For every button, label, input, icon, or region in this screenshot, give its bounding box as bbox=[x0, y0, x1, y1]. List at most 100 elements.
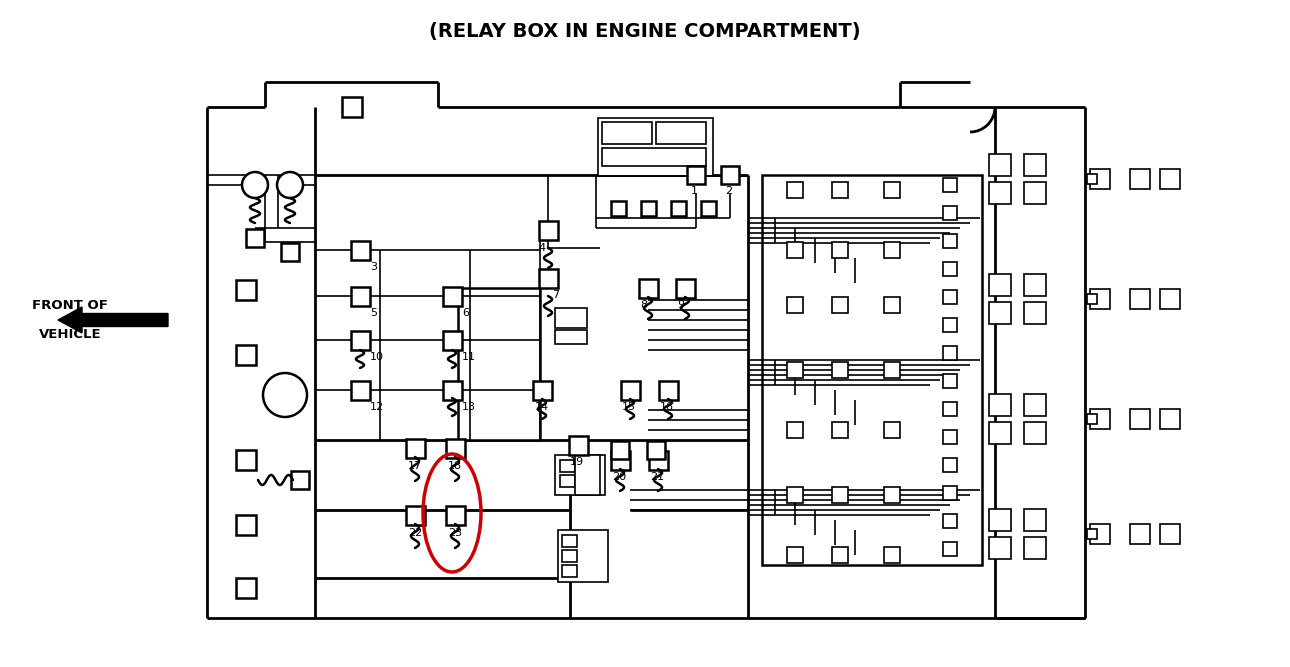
Bar bbox=[236, 280, 255, 300]
Text: 6: 6 bbox=[462, 308, 470, 318]
Bar bbox=[657, 122, 706, 144]
Bar bbox=[762, 175, 982, 565]
Bar bbox=[884, 362, 900, 378]
Bar bbox=[943, 290, 957, 304]
Bar bbox=[989, 154, 1011, 176]
Bar bbox=[658, 380, 677, 400]
Bar bbox=[533, 380, 552, 400]
Bar bbox=[575, 455, 600, 495]
Bar bbox=[559, 530, 608, 582]
Bar bbox=[787, 422, 802, 438]
Bar bbox=[1160, 169, 1180, 189]
Bar bbox=[562, 535, 577, 547]
Bar bbox=[676, 279, 694, 297]
Bar bbox=[648, 441, 666, 459]
Text: 13: 13 bbox=[462, 402, 476, 412]
Text: 17: 17 bbox=[408, 461, 422, 471]
Bar bbox=[832, 487, 848, 503]
Bar bbox=[943, 234, 957, 248]
Bar bbox=[943, 178, 957, 192]
Bar bbox=[1087, 414, 1096, 424]
Bar bbox=[943, 262, 957, 276]
Bar bbox=[943, 430, 957, 444]
Bar bbox=[351, 380, 369, 400]
Bar bbox=[943, 514, 957, 528]
Bar bbox=[1130, 169, 1149, 189]
Bar bbox=[989, 394, 1011, 416]
Bar bbox=[989, 274, 1011, 296]
Bar bbox=[721, 166, 739, 184]
Bar bbox=[787, 362, 802, 378]
Bar bbox=[943, 458, 957, 472]
Bar bbox=[832, 362, 848, 378]
Bar bbox=[442, 380, 462, 400]
Bar bbox=[1087, 294, 1096, 304]
Text: 21: 21 bbox=[650, 472, 664, 482]
Bar bbox=[538, 221, 557, 239]
Bar bbox=[787, 182, 802, 198]
Bar bbox=[1130, 409, 1149, 429]
Bar bbox=[1090, 524, 1109, 544]
Bar bbox=[555, 308, 587, 328]
Bar bbox=[342, 97, 362, 117]
Bar bbox=[832, 182, 848, 198]
Bar bbox=[236, 450, 255, 470]
Bar bbox=[943, 374, 957, 388]
Bar bbox=[1090, 169, 1109, 189]
Bar bbox=[445, 506, 464, 524]
Text: 16: 16 bbox=[660, 402, 673, 412]
Bar bbox=[943, 542, 957, 556]
Bar bbox=[1087, 529, 1096, 539]
Bar bbox=[1024, 182, 1046, 204]
Text: 19: 19 bbox=[570, 457, 584, 467]
Bar bbox=[599, 118, 713, 176]
Bar bbox=[884, 487, 900, 503]
Bar bbox=[292, 471, 310, 489]
Bar bbox=[787, 297, 802, 313]
Bar bbox=[943, 402, 957, 416]
Bar bbox=[787, 487, 802, 503]
Text: FRONT OF: FRONT OF bbox=[32, 299, 108, 312]
Bar bbox=[445, 438, 464, 458]
Bar bbox=[787, 242, 802, 258]
Text: 22: 22 bbox=[408, 528, 422, 538]
Bar bbox=[236, 578, 255, 598]
Bar bbox=[649, 450, 667, 470]
Bar bbox=[442, 287, 462, 305]
Bar bbox=[1024, 509, 1046, 531]
Bar bbox=[989, 537, 1011, 559]
Bar bbox=[700, 201, 716, 215]
Bar bbox=[884, 182, 900, 198]
Text: 5: 5 bbox=[370, 308, 377, 318]
Bar bbox=[1130, 289, 1149, 309]
Bar bbox=[562, 550, 577, 562]
Text: (RELAY BOX IN ENGINE COMPARTMENT): (RELAY BOX IN ENGINE COMPARTMENT) bbox=[430, 23, 860, 41]
Bar bbox=[1130, 524, 1149, 544]
Text: 1: 1 bbox=[691, 186, 698, 196]
Bar bbox=[884, 422, 900, 438]
Bar bbox=[1024, 302, 1046, 324]
Bar bbox=[884, 297, 900, 313]
Bar bbox=[1087, 174, 1096, 184]
Bar bbox=[1090, 409, 1109, 429]
Text: 7: 7 bbox=[552, 290, 559, 300]
Bar bbox=[562, 565, 577, 577]
Bar bbox=[610, 450, 630, 470]
Bar bbox=[1024, 537, 1046, 559]
Bar bbox=[1160, 524, 1180, 544]
Bar bbox=[602, 148, 706, 166]
Bar bbox=[641, 201, 655, 215]
Bar bbox=[943, 346, 957, 360]
Bar bbox=[236, 515, 255, 535]
Text: 10: 10 bbox=[370, 352, 384, 362]
Bar bbox=[1024, 274, 1046, 296]
Bar bbox=[555, 455, 605, 495]
Bar bbox=[688, 166, 706, 184]
Text: VEHICLE: VEHICLE bbox=[39, 328, 102, 341]
Text: 11: 11 bbox=[462, 352, 476, 362]
Bar bbox=[538, 269, 557, 287]
Circle shape bbox=[277, 172, 303, 198]
Bar bbox=[1090, 289, 1109, 309]
Bar bbox=[787, 547, 802, 563]
Bar bbox=[1024, 422, 1046, 444]
